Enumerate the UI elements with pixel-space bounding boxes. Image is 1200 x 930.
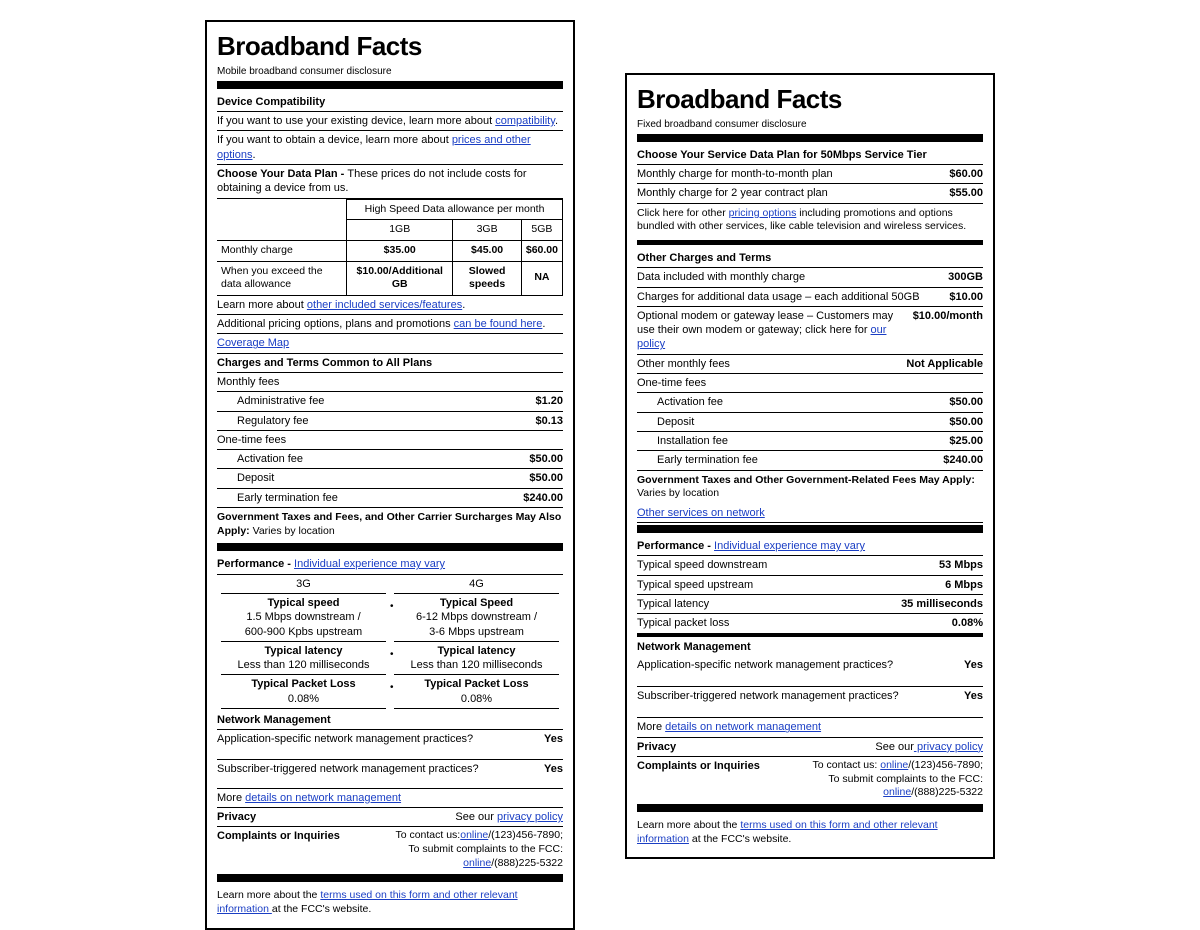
- speed-up-row: Typical speed upstream6 Mbps: [637, 576, 983, 595]
- perf-3g-latency: Typical latencyLess than 120 millisecond…: [221, 642, 386, 676]
- performance-link[interactable]: Individual experience may vary: [714, 540, 865, 552]
- additional-pricing-link[interactable]: can be found here: [454, 318, 543, 330]
- activation-fee-row: Activation fee$50.00: [217, 450, 563, 469]
- packet-loss-row: Typical packet loss0.08%: [637, 614, 983, 633]
- device-compat-row-2: If you want to obtain a device, learn mo…: [217, 131, 563, 165]
- divider-bar: [637, 134, 983, 142]
- charges-terms-heading: Charges and Terms Common to All Plans: [217, 354, 563, 373]
- admin-fee-row: Administrative fee$1.20: [217, 392, 563, 411]
- footer-note: Learn more about the terms used on this …: [637, 816, 983, 849]
- network-mgmt-heading: Network Management: [637, 634, 983, 656]
- performance-link[interactable]: Individual experience may vary: [294, 558, 445, 570]
- fixed-subtitle: Fixed broadband consumer disclosure: [637, 118, 983, 131]
- deposit-row: Deposit$50.00: [217, 469, 563, 488]
- monthly-fees-label: Monthly fees: [217, 373, 563, 392]
- nm-more-row: More details on network management: [637, 718, 983, 737]
- other-monthly-fees-row: Other monthly feesNot Applicable: [637, 355, 983, 374]
- etf-row: Early termination fee$240.00: [637, 451, 983, 470]
- modem-lease-row: Optional modem or gateway lease – Custom…: [637, 307, 983, 355]
- perf-3g-column: 3G Typical speed1.5 Mbps downstream /600…: [217, 575, 390, 711]
- divider-bar: [217, 874, 563, 882]
- nm-details-link[interactable]: details on network management: [665, 721, 821, 733]
- device-compat-row-1: If you want to use your existing device,…: [217, 112, 563, 131]
- choose-service-heading: Choose Your Service Data Plan for 50Mbps…: [637, 146, 983, 165]
- perf-4g-latency: •Typical latencyLess than 120 millisecon…: [394, 642, 559, 676]
- nm-subscriber-row: Subscriber-triggered network management …: [637, 687, 983, 718]
- contact-online-link[interactable]: online: [460, 829, 488, 841]
- nm-app-specific-row: Application-specific network management …: [217, 730, 563, 759]
- other-services-row: Other services on network: [637, 504, 983, 523]
- divider-bar: [637, 240, 983, 245]
- gov-taxes-note: Government Taxes and Other Government-Re…: [637, 471, 983, 504]
- etf-row: Early termination fee$240.00: [217, 489, 563, 508]
- fcc-online-link[interactable]: online: [463, 857, 491, 869]
- activation-fee-row: Activation fee$50.00: [637, 393, 983, 412]
- performance-columns: 3G Typical speed1.5 Mbps downstream /600…: [217, 575, 563, 711]
- contact-block: To contact us: online/(123)456-7890; To …: [813, 759, 983, 800]
- pricing-options-link[interactable]: pricing options: [729, 207, 797, 219]
- onetime-fees-label: One-time fees: [637, 374, 983, 393]
- nm-details-link[interactable]: details on network management: [245, 792, 401, 804]
- fcc-online-link[interactable]: online: [883, 786, 911, 798]
- speed-down-row: Typical speed downstream53 Mbps: [637, 556, 983, 575]
- data-plan-table: High Speed Data allowance per month 1GB3…: [217, 199, 563, 296]
- gov-taxes-note: Government Taxes and Fees, and Other Car…: [217, 508, 563, 541]
- performance-heading: Performance - Individual experience may …: [217, 555, 563, 574]
- network-mgmt-heading: Network Management: [217, 711, 563, 730]
- compatibility-link[interactable]: compatibility: [495, 115, 555, 127]
- other-charges-heading: Other Charges and Terms: [637, 249, 983, 268]
- complaints-row: Complaints or Inquiries To contact us: o…: [637, 757, 983, 802]
- perf-4g-packetloss: •Typical Packet Loss0.08%: [394, 675, 559, 709]
- privacy-link[interactable]: privacy policy: [914, 741, 983, 753]
- device-compat-heading: Device Compatibility: [217, 93, 563, 112]
- other-services-link[interactable]: Other services on network: [637, 507, 765, 519]
- onetime-fees-label: One-time fees: [217, 431, 563, 450]
- mobile-subtitle: Mobile broadband consumer disclosure: [217, 65, 563, 78]
- learn-more-row: Learn more about other included services…: [217, 296, 563, 315]
- fixed-broadband-panel: Broadband Facts Fixed broadband consumer…: [625, 73, 995, 859]
- coverage-map-row: Coverage Map: [217, 334, 563, 353]
- divider-bar: [217, 543, 563, 551]
- included-services-link[interactable]: other included services/features: [307, 299, 462, 311]
- privacy-row: PrivacySee our privacy policy: [637, 738, 983, 757]
- mobile-broadband-panel: Broadband Facts Mobile broadband consume…: [205, 20, 575, 930]
- latency-row: Typical latency35 milliseconds: [637, 595, 983, 614]
- privacy-row: PrivacySee our privacy policy: [217, 808, 563, 827]
- choose-plan-heading: Choose Your Data Plan - These prices do …: [217, 165, 563, 199]
- divider-bar: [217, 81, 563, 89]
- installation-fee-row: Installation fee$25.00: [637, 432, 983, 451]
- data-included-row: Data included with monthly charge300GB: [637, 268, 983, 287]
- deposit-row: Deposit$50.00: [637, 413, 983, 432]
- coverage-map-link[interactable]: Coverage Map: [217, 337, 289, 349]
- mobile-title: Broadband Facts: [217, 30, 563, 64]
- nm-app-specific-row: Application-specific network management …: [637, 656, 983, 687]
- performance-heading: Performance - Individual experience may …: [637, 537, 983, 556]
- contact-block: To contact us:online/(123)456-7890; To s…: [395, 829, 563, 870]
- contact-online-link[interactable]: online: [880, 759, 908, 771]
- fixed-title: Broadband Facts: [637, 83, 983, 117]
- divider-bar: [637, 804, 983, 812]
- nm-subscriber-row: Subscriber-triggered network management …: [217, 760, 563, 789]
- regulatory-fee-row: Regulatory fee$0.13: [217, 412, 563, 431]
- perf-3g-packetloss: Typical Packet Loss0.08%: [221, 675, 386, 709]
- footer-note: Learn more about the terms used on this …: [217, 886, 563, 919]
- contract-row: Monthly charge for 2 year contract plan$…: [637, 184, 983, 203]
- perf-3g-speed: Typical speed1.5 Mbps downstream /600-90…: [221, 594, 386, 642]
- nm-more-row: More details on network management: [217, 789, 563, 808]
- pricing-options-note: Click here for other pricing options inc…: [637, 204, 983, 237]
- additional-data-row: Charges for additional data usage – each…: [637, 288, 983, 307]
- additional-pricing-row: Additional pricing options, plans and pr…: [217, 315, 563, 334]
- divider-bar: [637, 525, 983, 533]
- perf-4g-column: 4G •Typical Speed6-12 Mbps downstream /3…: [390, 575, 563, 711]
- privacy-link[interactable]: privacy policy: [497, 811, 563, 823]
- m2m-row: Monthly charge for month-to-month plan$6…: [637, 165, 983, 184]
- complaints-row: Complaints or Inquiries To contact us:on…: [217, 827, 563, 872]
- perf-4g-speed: •Typical Speed6-12 Mbps downstream /3-6 …: [394, 594, 559, 642]
